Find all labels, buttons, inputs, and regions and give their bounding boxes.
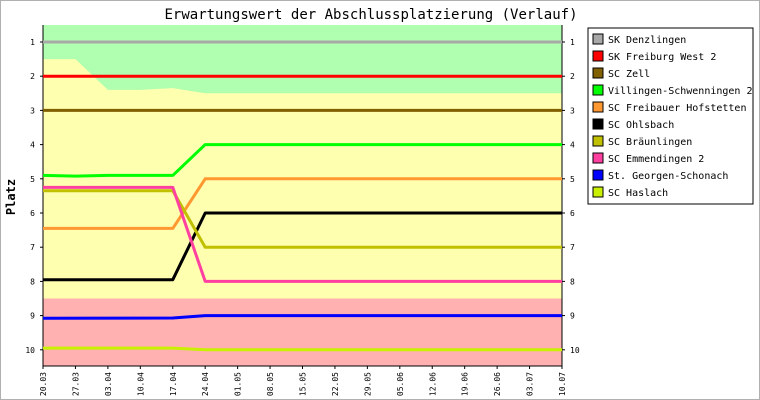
series-line [43, 189, 562, 249]
y-tick-label-left: 8 [30, 277, 35, 286]
legend-label: SC Bräunlingen [608, 137, 692, 148]
y-tick-label-left: 6 [30, 209, 35, 218]
x-tick-label: 05.06 [396, 372, 405, 396]
legend-label: SC Haslach [608, 188, 668, 199]
legend-label: SC Freibauer Hofstetten [608, 103, 746, 114]
legend-swatch [592, 50, 604, 62]
x-tick-label: 03.04 [104, 372, 113, 396]
legend-label: SC Zell [608, 69, 650, 80]
chart-title: Erwartungswert der Abschlussplatzierung … [164, 7, 577, 23]
series-line [42, 314, 562, 320]
y-tick-label-left: 7 [30, 243, 35, 252]
y-tick-label-left: 10 [25, 346, 35, 355]
y-tick-label-left: 5 [30, 175, 35, 184]
legend-swatch [592, 67, 604, 79]
y-tick-label-right: 9 [570, 312, 575, 321]
zone-bottom [43, 298, 562, 366]
legend-label: SK Denzlingen [608, 35, 686, 46]
legend-swatch [592, 101, 604, 113]
legend-swatch [592, 152, 604, 164]
legend-swatch [592, 33, 604, 45]
zone-top [43, 25, 562, 94]
x-tick-label: 08.05 [266, 372, 275, 396]
y-tick-label-right: 10 [570, 346, 580, 355]
x-tick-label: 26.06 [493, 372, 502, 396]
y-tick-label-right: 3 [570, 106, 575, 115]
legend-swatch [592, 169, 604, 181]
legend-swatch [592, 135, 604, 147]
y-tick-label-right: 7 [570, 243, 575, 252]
x-tick-label: 27.03 [71, 372, 80, 396]
x-tick-label: 12.06 [428, 372, 437, 396]
x-tick-label: 03.07 [526, 372, 535, 396]
y-tick-label-left: 3 [30, 106, 35, 115]
y-tick-label-right: 1 [570, 38, 575, 47]
legend-swatch [592, 118, 604, 130]
x-tick-label: 19.06 [461, 372, 470, 396]
y-tick-label-right: 6 [570, 209, 575, 218]
y-tick-label-right: 5 [570, 175, 575, 184]
legend-label: SK Freiburg West 2 [608, 52, 716, 63]
legend-box [587, 27, 754, 205]
x-tick-label: 20.03 [39, 372, 48, 396]
x-tick-label: 10.07 [558, 372, 567, 396]
legend-label: Villingen-Schwenningen 2 [608, 86, 753, 97]
x-tick-label: 01.05 [234, 372, 243, 396]
series-line [43, 346, 562, 352]
series-line [43, 177, 562, 230]
y-tick-label-right: 8 [570, 277, 575, 286]
legend-label: St. Georgen-Schonach [608, 171, 728, 182]
y-axis-label: Platz [4, 179, 18, 215]
x-tick-label: 22.05 [331, 372, 340, 396]
y-tick-label-right: 4 [570, 141, 575, 150]
series-line [43, 185, 562, 283]
x-tick-label: 15.05 [299, 372, 308, 396]
y-tick-label-left: 1 [30, 38, 35, 47]
legend-swatch [592, 84, 604, 96]
y-tick-label-left: 2 [30, 72, 35, 81]
x-tick-label: 24.04 [201, 372, 210, 396]
legend: SK Denzlingen SK Freiburg West 2 SC Zell Vi… [587, 27, 754, 205]
series-line [42, 143, 562, 178]
y-tick-label-left: 9 [30, 312, 35, 321]
x-tick-label: 10.04 [136, 372, 145, 396]
legend-label: SC Ohlsbach [608, 120, 674, 131]
y-tick-label-right: 2 [570, 72, 575, 81]
x-tick-label: 29.05 [363, 372, 372, 396]
plot-area: 1 1 2 2 3 3 4 4 5 5 6 6 7 7 8 8 9 9 10 10 20.03 27.03 03.04 10.… [25, 25, 580, 396]
x-tick-label: 17.04 [169, 372, 178, 396]
legend-swatch [592, 186, 604, 198]
legend-label: SC Emmendingen 2 [608, 154, 704, 165]
series-line [43, 211, 562, 282]
y-tick-label-left: 4 [30, 141, 35, 150]
